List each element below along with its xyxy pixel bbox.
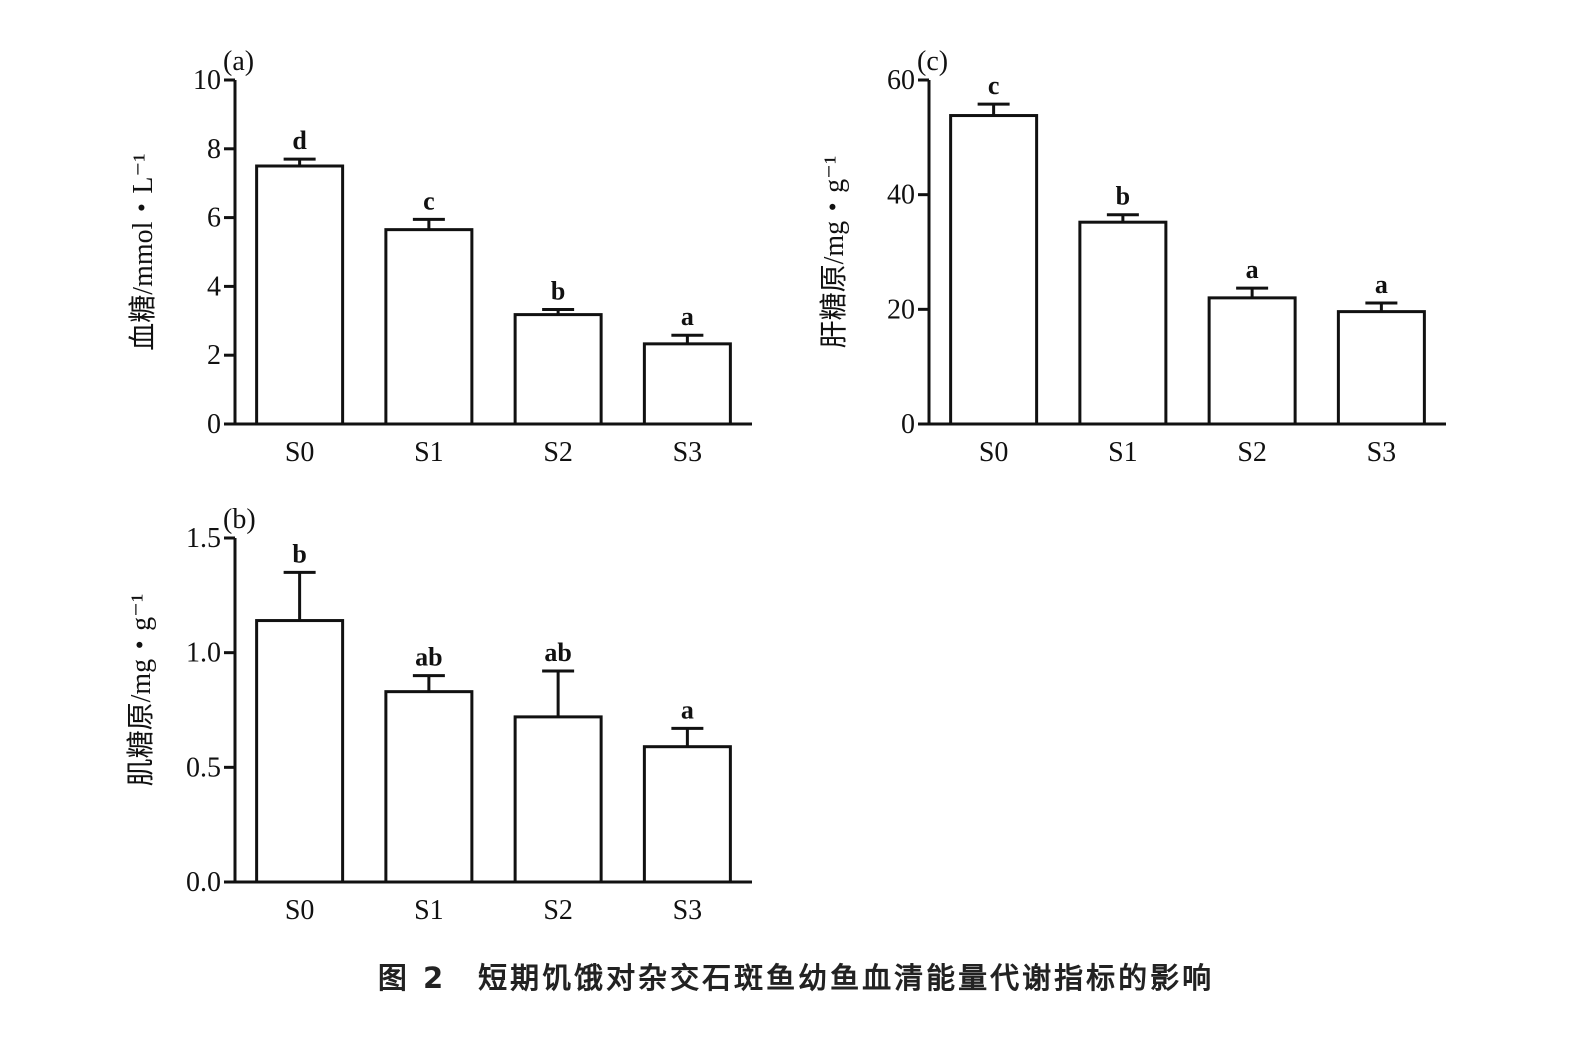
bar <box>513 715 603 884</box>
bar <box>513 313 603 426</box>
panel-label: (b) <box>223 504 256 535</box>
y-tick-label: 20 <box>887 294 915 325</box>
y-axis-label: 肌糖原/mg・g⁻¹ <box>125 594 157 787</box>
figure-caption: 图 2 短期饥饿对杂交石斑鱼幼鱼血清能量代谢指标的影响 <box>377 961 1215 995</box>
significance-label: c <box>988 71 1000 100</box>
x-tick-label: S2 <box>543 437 573 468</box>
x-tick-label: S0 <box>285 437 315 468</box>
y-tick-label: 6 <box>207 203 221 234</box>
significance-label: a <box>681 695 694 724</box>
bar <box>642 342 732 426</box>
y-tick-label: 8 <box>207 134 221 165</box>
x-tick-label: S1 <box>414 895 444 926</box>
x-tick-label: S2 <box>543 895 573 926</box>
panel-label: (a) <box>223 46 254 77</box>
y-tick-label: 40 <box>887 180 915 211</box>
y-tick-label: 1.0 <box>186 638 221 669</box>
bar <box>255 164 345 426</box>
y-tick-label: 0 <box>207 409 221 440</box>
significance-label: ab <box>544 638 571 667</box>
bar <box>384 228 474 426</box>
bar <box>1078 220 1168 426</box>
significance-label: b <box>292 539 306 568</box>
x-tick-label: S1 <box>1108 437 1138 468</box>
x-tick-label: S3 <box>673 895 703 926</box>
x-tick-label: S3 <box>673 437 703 468</box>
significance-label: a <box>1375 270 1388 299</box>
y-tick-label: 1.5 <box>186 523 221 554</box>
bar <box>949 114 1039 426</box>
significance-label: c <box>423 186 435 215</box>
x-tick-label: S1 <box>414 437 444 468</box>
chart-panel-2: 0 20 40 60(c) 肝糖原/mg・g⁻¹ c S0 b S1 a S2 a S3 <box>818 46 1446 468</box>
panel-label: (c) <box>917 46 948 77</box>
significance-label: b <box>1116 182 1130 211</box>
y-tick-label: 0.0 <box>186 867 221 898</box>
bar <box>642 745 732 884</box>
x-tick-label: S0 <box>979 437 1009 468</box>
significance-label: d <box>292 126 307 155</box>
bar <box>384 690 474 884</box>
x-tick-label: S3 <box>1367 437 1397 468</box>
y-tick-label: 0 <box>901 409 915 440</box>
y-tick-label: 2 <box>207 340 221 371</box>
significance-label: b <box>551 276 565 305</box>
x-tick-label: S0 <box>285 895 315 926</box>
chart-panel-1: 0 2 4 6 8 10(a) 血糖/mmol・L⁻¹ d S0 c S1 b S2 a S3 <box>127 46 752 468</box>
chart-panel-3: 0.0 0.5 1.0 1.5(b) 肌糖原/mg・g⁻¹ b S0 ab S1 ab S2 a S3 <box>125 504 752 926</box>
y-tick-label: 4 <box>207 271 221 302</box>
significance-label: a <box>1246 255 1259 284</box>
x-tick-label: S2 <box>1237 437 1267 468</box>
significance-label: ab <box>415 643 442 672</box>
y-tick-label: 60 <box>887 65 915 96</box>
bar <box>1336 310 1426 426</box>
bar <box>1207 296 1297 426</box>
y-tick-label: 10 <box>193 65 221 96</box>
bar <box>255 619 345 884</box>
y-axis-label: 肝糖原/mg・g⁻¹ <box>818 156 850 349</box>
significance-label: a <box>681 302 694 331</box>
y-tick-label: 0.5 <box>186 752 221 783</box>
y-axis-label: 血糖/mmol・L⁻¹ <box>127 153 159 350</box>
